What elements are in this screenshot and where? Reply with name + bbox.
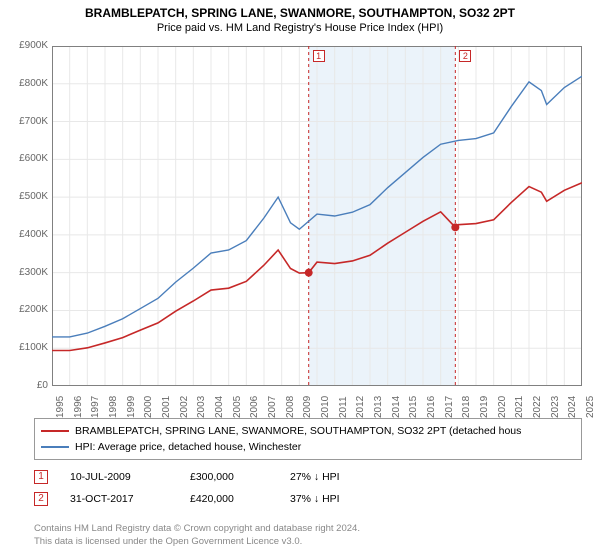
sale-marker-icon: 1 [34,470,48,484]
x-tick-label: 2014 [391,396,402,418]
x-tick-label: 2024 [567,396,578,418]
x-tick-label: 2015 [408,396,419,418]
sale-row: 1 10-JUL-2009 £300,000 27% ↓ HPI [34,466,582,488]
y-tick-label: £200K [4,304,48,315]
sale-pct: 27% ↓ HPI [290,466,430,488]
legend-item: BRAMBLEPATCH, SPRING LANE, SWANMORE, SOU… [41,423,575,439]
copyright: Contains HM Land Registry data © Crown c… [34,518,582,548]
y-tick-label: £900K [4,40,48,51]
x-tick-label: 2012 [355,396,366,418]
sales-table: 1 10-JUL-2009 £300,000 27% ↓ HPI 2 31-OC… [34,462,582,510]
x-tick-label: 2000 [143,396,154,418]
sale-row: 2 31-OCT-2017 £420,000 37% ↓ HPI [34,488,582,510]
sale-marker-label: 2 [459,50,471,62]
y-tick-label: £600K [4,153,48,164]
x-tick-label: 2007 [267,396,278,418]
chart-container: BRAMBLEPATCH, SPRING LANE, SWANMORE, SOU… [0,0,600,560]
copyright-line: This data is licensed under the Open Gov… [34,535,582,548]
x-tick-label: 1999 [126,396,137,418]
x-tick-label: 2016 [426,396,437,418]
x-tick-label: 2011 [338,396,349,418]
y-tick-label: £700K [4,116,48,127]
x-tick-label: 2017 [444,396,455,418]
x-tick-label: 1998 [108,396,119,418]
sale-marker-icon: 2 [34,492,48,506]
sale-price: £300,000 [190,466,290,488]
sale-date: 10-JUL-2009 [70,466,190,488]
legend-label: HPI: Average price, detached house, Winc… [75,439,301,455]
chart-subtitle: Price paid vs. HM Land Registry's House … [0,20,600,34]
x-tick-label: 2008 [285,396,296,418]
x-tick-label: 2010 [320,396,331,418]
legend-item: HPI: Average price, detached house, Winc… [41,439,575,455]
y-tick-label: £800K [4,78,48,89]
x-tick-label: 2022 [532,396,543,418]
x-tick-label: 1997 [90,396,101,418]
sale-marker-label: 1 [313,50,325,62]
x-tick-label: 2023 [550,396,561,418]
y-tick-label: £400K [4,229,48,240]
x-tick-label: 1996 [73,396,84,418]
y-tick-label: £300K [4,267,48,278]
sale-date: 31-OCT-2017 [70,488,190,510]
x-tick-label: 2006 [249,396,260,418]
x-tick-label: 2020 [497,396,508,418]
x-tick-label: 2002 [179,396,190,418]
x-tick-label: 2001 [161,396,172,418]
x-tick-label: 2021 [514,396,525,418]
legend-label: BRAMBLEPATCH, SPRING LANE, SWANMORE, SOU… [75,423,521,439]
x-tick-label: 2018 [461,396,472,418]
x-tick-label: 2019 [479,396,490,418]
sale-price: £420,000 [190,488,290,510]
x-tick-label: 2013 [373,396,384,418]
y-tick-label: £0 [4,380,48,391]
sale-pct: 37% ↓ HPI [290,488,430,510]
legend: BRAMBLEPATCH, SPRING LANE, SWANMORE, SOU… [34,418,582,460]
x-tick-label: 2004 [214,396,225,418]
copyright-line: Contains HM Land Registry data © Crown c… [34,522,582,535]
y-tick-label: £100K [4,342,48,353]
x-tick-label: 2009 [302,396,313,418]
chart-title: BRAMBLEPATCH, SPRING LANE, SWANMORE, SOU… [0,0,600,20]
x-tick-label: 1995 [55,396,66,418]
x-tick-label: 2005 [232,396,243,418]
x-tick-label: 2003 [196,396,207,418]
legend-swatch [41,430,69,432]
legend-swatch [41,446,69,448]
line-chart-svg [52,46,582,386]
y-tick-label: £500K [4,191,48,202]
chart-area [52,46,582,386]
x-tick-label: 2025 [585,396,596,418]
